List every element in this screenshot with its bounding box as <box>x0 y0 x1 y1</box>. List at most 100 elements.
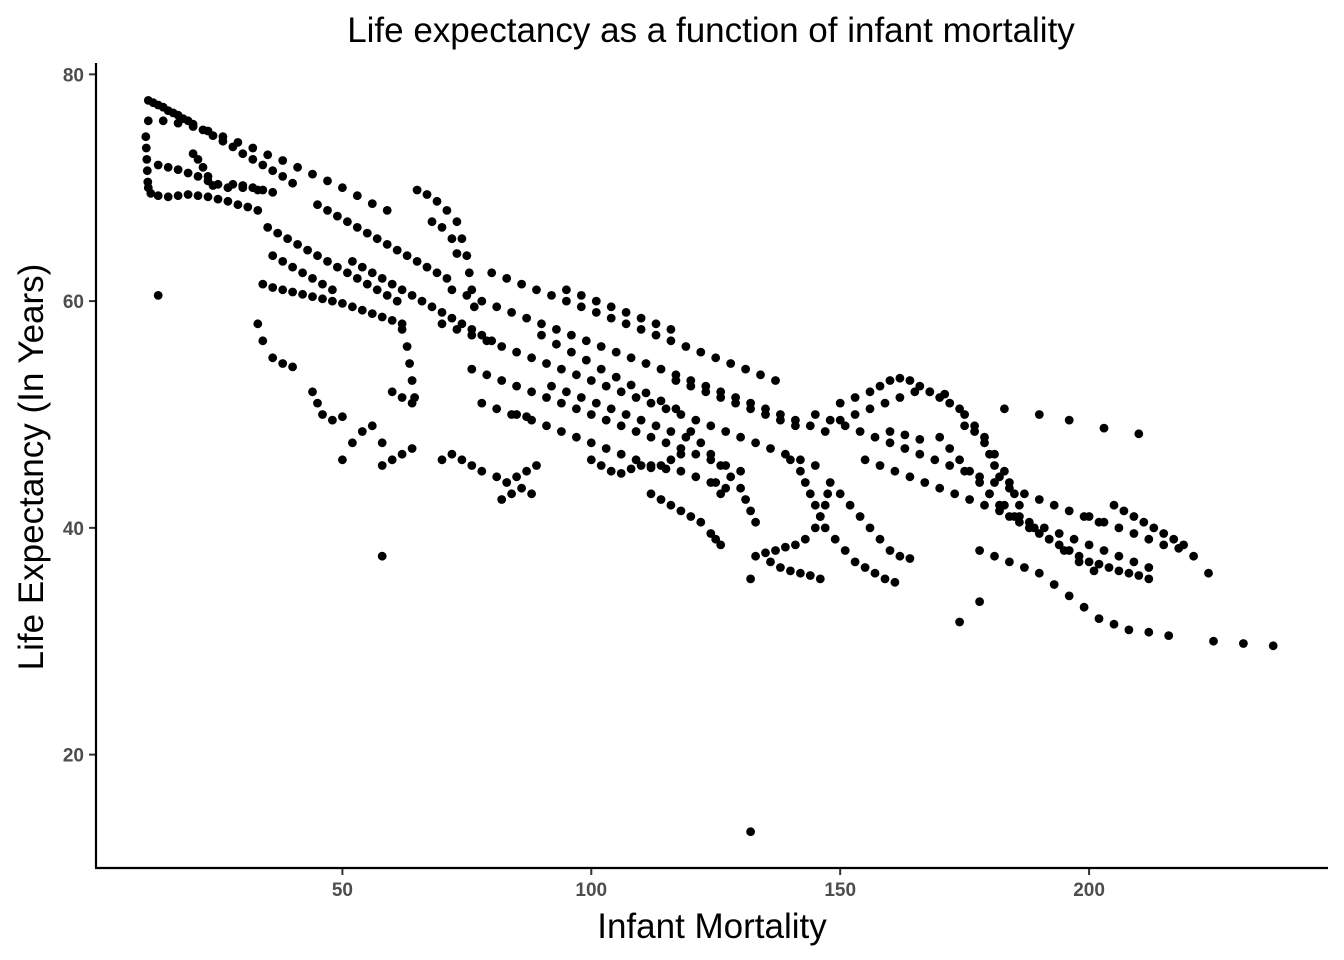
data-point <box>721 483 731 493</box>
data-point <box>870 432 880 442</box>
data-point <box>527 353 536 363</box>
data-point <box>552 339 561 349</box>
data-point <box>367 421 377 431</box>
data-point <box>452 325 462 334</box>
data-point <box>338 183 347 193</box>
data-point <box>1059 546 1069 555</box>
data-point <box>965 466 974 476</box>
data-point <box>810 410 820 419</box>
axis-ticks: 50 100 150 200 20 40 60 80 <box>63 65 1105 901</box>
data-point <box>701 387 711 397</box>
data-point <box>141 143 151 153</box>
data-point <box>502 478 512 487</box>
data-point <box>437 319 447 329</box>
data-point <box>482 336 492 346</box>
data-point <box>1000 404 1009 414</box>
data-point <box>1134 571 1144 580</box>
data-point <box>1114 523 1124 533</box>
data-point <box>477 330 487 340</box>
data-point <box>1109 500 1119 510</box>
data-point <box>596 342 606 351</box>
data-point <box>820 500 830 510</box>
data-point <box>547 291 556 300</box>
data-point <box>686 512 696 521</box>
data-point <box>377 438 387 448</box>
data-point <box>1020 489 1029 499</box>
data-point <box>805 571 815 580</box>
data-point <box>432 196 442 206</box>
x-tick-label: 150 <box>824 880 856 901</box>
data-point <box>542 421 551 431</box>
data-point <box>771 376 780 385</box>
data-point <box>542 393 551 402</box>
data-point <box>990 478 999 487</box>
data-point <box>183 190 193 199</box>
data-point <box>253 206 263 215</box>
data-point <box>815 574 825 584</box>
data-point <box>905 554 915 563</box>
data-point <box>203 126 213 136</box>
data-point <box>741 364 750 374</box>
data-point <box>616 449 626 459</box>
data-point <box>153 191 163 201</box>
data-point <box>512 381 521 391</box>
data-point <box>711 534 721 544</box>
data-point <box>328 296 337 306</box>
data-point <box>576 393 586 402</box>
data-point <box>233 138 243 147</box>
data-point <box>1084 557 1094 567</box>
data-point <box>198 162 208 172</box>
data-point <box>318 294 327 304</box>
data-point <box>173 165 183 175</box>
data-point <box>671 376 681 385</box>
data-point <box>382 291 392 300</box>
data-point <box>532 285 541 295</box>
data-point <box>1015 500 1024 510</box>
data-point <box>1204 568 1213 578</box>
data-point <box>631 393 641 402</box>
data-point <box>945 461 955 470</box>
data-point <box>258 279 268 289</box>
data-point <box>661 438 671 448</box>
data-point <box>422 190 432 199</box>
data-point <box>142 155 152 164</box>
data-point <box>1179 540 1188 550</box>
data-point <box>141 132 151 142</box>
data-point <box>1134 429 1144 439</box>
data-point <box>278 359 288 368</box>
data-point <box>213 194 223 204</box>
data-point <box>502 274 512 283</box>
data-point <box>467 364 477 374</box>
data-point <box>512 347 521 357</box>
data-point <box>666 427 676 436</box>
data-point <box>288 262 297 272</box>
data-point <box>427 217 437 227</box>
data-point <box>890 466 900 476</box>
data-point <box>586 410 596 419</box>
data-point <box>731 398 740 408</box>
data-point <box>333 262 342 272</box>
data-point <box>1114 551 1124 561</box>
data-point <box>323 176 332 186</box>
data-point <box>646 432 656 442</box>
data-point <box>800 534 810 544</box>
data-point <box>1054 540 1064 550</box>
data-point <box>880 398 890 408</box>
data-point <box>1159 540 1169 550</box>
data-point <box>751 438 760 448</box>
data-point <box>318 279 327 289</box>
data-point <box>845 500 855 510</box>
data-point <box>840 546 850 555</box>
data-point <box>193 155 203 164</box>
x-tick-label: 200 <box>1073 880 1105 901</box>
data-point <box>407 291 417 300</box>
data-point <box>422 262 432 272</box>
data-point <box>736 483 745 493</box>
data-point <box>905 376 915 385</box>
data-point <box>437 455 447 465</box>
data-point <box>875 461 885 470</box>
data-point <box>208 181 218 190</box>
data-point <box>676 449 686 459</box>
data-point <box>616 421 626 431</box>
data-point <box>666 455 676 465</box>
